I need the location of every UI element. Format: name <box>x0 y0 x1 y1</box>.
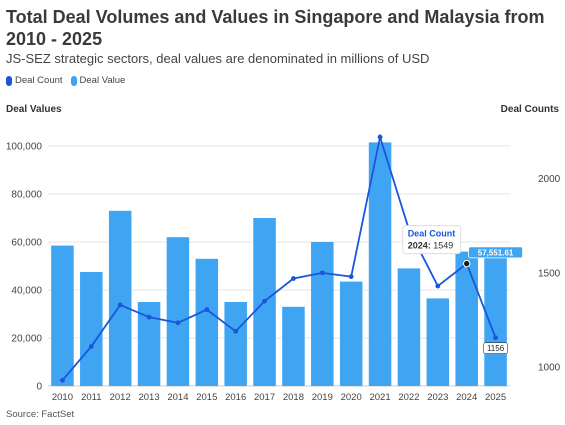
x-tick-label: 2017 <box>254 392 275 403</box>
tooltip-series-name: Deal Count <box>408 229 456 239</box>
bar-2023 <box>426 298 450 386</box>
legend: Deal Count Deal Value <box>6 75 125 86</box>
deal-value-bars <box>51 142 507 386</box>
last-bar-label-text: 57,551.61 <box>478 248 514 257</box>
y2-tick-label: 2000 <box>538 174 561 185</box>
last-bar-label-bg <box>468 246 523 259</box>
point-2016 <box>233 328 239 334</box>
deal-value-swatch <box>70 75 77 86</box>
x-tick-label: 2022 <box>398 392 419 403</box>
bar-2012 <box>108 210 132 386</box>
point-2021 <box>377 134 383 140</box>
point-2025 <box>493 335 498 341</box>
bar-2011 <box>80 272 103 386</box>
y-tick-label: 40,000 <box>11 286 42 297</box>
bar-2024 <box>455 251 478 386</box>
y-tick-label: 60,000 <box>11 238 42 249</box>
point-2013 <box>146 314 152 320</box>
point-2023 <box>435 283 441 289</box>
x-tick-label: 2013 <box>138 392 159 403</box>
point-2011 <box>88 344 94 349</box>
deal-count-polyline <box>61 133 497 381</box>
x-tick-label: 2014 <box>167 392 188 403</box>
x-tick-label: 2011 <box>81 392 101 403</box>
point-2019 <box>319 270 325 276</box>
y-tick-label: 100,000 <box>6 142 43 153</box>
last-point-label-text: 1156 <box>487 344 505 353</box>
x-tick-label: 2025 <box>485 392 506 403</box>
x-tick-label: 2021 <box>369 392 390 403</box>
bar-2010 <box>51 245 74 386</box>
bar-2016 <box>224 302 247 386</box>
y2-tick-label: 1500 <box>538 268 561 279</box>
y-axis-title-left: Deal Values <box>6 104 62 115</box>
bar-2015 <box>195 258 219 386</box>
y2-tick-label: 1000 <box>538 363 561 374</box>
legend-item-deal-value[interactable]: Deal Value <box>70 75 126 86</box>
bar-2013 <box>137 302 161 386</box>
deal-count-swatch <box>6 75 12 86</box>
point-2010 <box>60 377 65 383</box>
legend-label-deal-count: Deal Count <box>15 75 63 86</box>
x-tick-label: 2015 <box>196 392 217 403</box>
point-2020 <box>348 274 354 280</box>
y-axis-title-right: Deal Counts <box>500 104 559 115</box>
y-tick-label: 0 <box>36 382 42 393</box>
source-note: Source: FactSet <box>6 409 75 420</box>
legend-item-deal-count[interactable]: Deal Count <box>6 75 63 86</box>
tooltip-year: 2024: <box>408 241 431 251</box>
bar-2021 <box>368 142 392 386</box>
last-bar-data-label: 57,551.61 <box>468 246 523 259</box>
deal-count-line <box>60 133 498 383</box>
point-2017 <box>262 298 267 304</box>
x-tick-label: 2019 <box>312 392 333 403</box>
bar-2019 <box>311 242 334 386</box>
tooltip-box <box>402 225 462 255</box>
last-point-label-bg <box>483 342 508 355</box>
point-2018 <box>291 276 296 281</box>
y-tick-label: 20,000 <box>11 334 42 345</box>
legend-label-deal-value: Deal Value <box>79 75 126 86</box>
x-tick-label: 2018 <box>283 392 304 403</box>
chart-subtitle: JS-SEZ strategic sectors, deal values ar… <box>6 51 430 66</box>
axis-tick-labels: 0 20,000 40,000 60,000 80,000 100,000 1000 1500… <box>6 142 561 404</box>
chart-title: Total Deal Volumes and Values in Singapo… <box>6 7 545 49</box>
bar-2022 <box>397 268 421 386</box>
point-2012 <box>117 302 123 308</box>
annotations: 57,551.61 1156 Deal Count 2024: 1549 <box>402 225 523 355</box>
x-tick-label: 2016 <box>225 392 246 403</box>
tooltip-value-line: 2024: 1549 <box>408 241 454 251</box>
point-2024 <box>462 259 471 268</box>
tooltip-value: 1549 <box>431 241 454 251</box>
point-2015 <box>204 307 210 313</box>
bar-2018 <box>282 306 305 386</box>
x-tick-label: 2012 <box>110 392 131 403</box>
point-2014 <box>175 320 181 326</box>
x-tick-label: 2020 <box>341 392 362 403</box>
x-tick-label: 2023 <box>427 392 448 403</box>
tooltip: Deal Count 2024: 1549 <box>402 225 462 255</box>
last-point-data-label: 1156 <box>483 342 508 355</box>
x-tick-label: 2010 <box>52 392 73 403</box>
y-tick-label: 80,000 <box>11 190 42 201</box>
bar-2020 <box>339 281 363 386</box>
bar-2014 <box>166 237 190 386</box>
x-tick-label: 2024 <box>456 392 477 403</box>
